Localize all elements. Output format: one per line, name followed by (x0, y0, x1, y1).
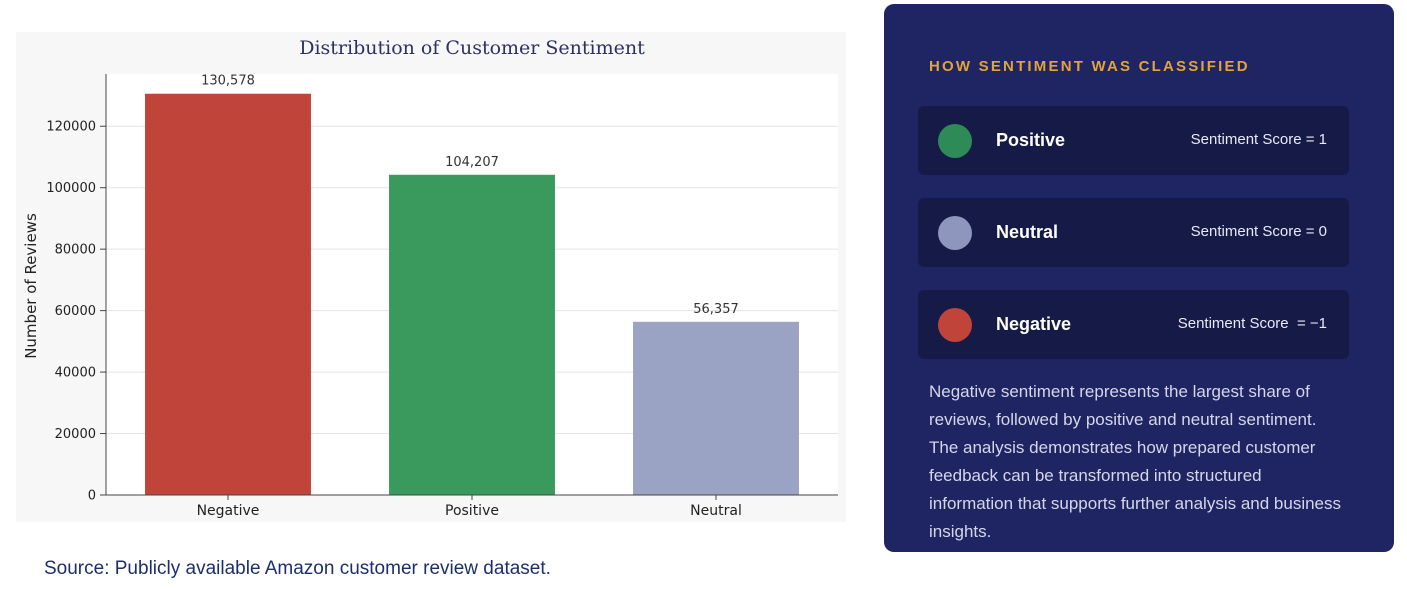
bar-chart: Distribution of Customer Sentiment 0 2000… (22, 37, 838, 519)
x-tick-label: Negative (197, 503, 260, 519)
bar-negative (145, 93, 311, 496)
classification-heading: HOW SENTIMENT WAS CLASSIFIED (929, 58, 1250, 75)
y-tick-label: 0 (88, 489, 96, 504)
x-tick-label: Positive (445, 503, 499, 519)
legend-name: Negative (996, 314, 1072, 334)
bar-positive (389, 174, 555, 495)
y-tick-label: 120000 (46, 120, 96, 135)
y-tick-label: 60000 (55, 304, 96, 319)
bars (145, 93, 799, 496)
y-tick-label: 80000 (55, 243, 96, 258)
legend-name: Positive (996, 130, 1066, 150)
chart-title: Distribution of Customer Sentiment (299, 37, 645, 59)
y-tick-label: 40000 (55, 366, 96, 381)
legend-score: Sentiment Score = 1 (1190, 131, 1327, 148)
y-tick-label: 20000 (55, 427, 96, 442)
classification-summary: Negative sentiment represents the larges… (929, 382, 1342, 541)
y-axis-title: Number of Reviews (22, 213, 40, 359)
classification-panel: HOW SENTIMENT WAS CLASSIFIED Positive Se… (884, 4, 1394, 552)
legend-score: Sentiment Score = 0 (1190, 223, 1327, 240)
data-label: 130,578 (201, 74, 255, 89)
neutral-dot-icon (938, 216, 972, 250)
data-label: 104,207 (445, 155, 499, 170)
positive-dot-icon (938, 124, 972, 158)
labels: 0 20000 40000 60000 80000 100000 120000 130,578… (46, 74, 741, 519)
chart-panel: Distribution of Customer Sentiment 0 2000… (16, 32, 846, 522)
data-label: 56,357 (693, 302, 739, 317)
legend-score: Sentiment Score = −1 (1177, 315, 1327, 332)
source-note: Source: Publicly available Amazon custom… (44, 558, 551, 579)
bar-neutral (633, 321, 799, 495)
legend-card-positive: Positive Sentiment Score = 1 (918, 106, 1349, 175)
legend-card-negative: Negative Sentiment Score = −1 (918, 290, 1349, 359)
negative-dot-icon (938, 308, 972, 342)
x-tick-label: Neutral (690, 503, 742, 519)
legend-name: Neutral (996, 222, 1059, 242)
y-tick-label: 100000 (46, 181, 96, 196)
legend-card-neutral: Neutral Sentiment Score = 0 (918, 198, 1349, 267)
